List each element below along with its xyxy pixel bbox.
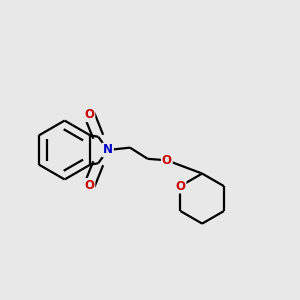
Text: O: O (162, 154, 172, 167)
Text: O: O (176, 180, 185, 193)
Text: O: O (84, 179, 94, 192)
Text: N: N (103, 143, 113, 157)
Text: O: O (84, 108, 94, 121)
